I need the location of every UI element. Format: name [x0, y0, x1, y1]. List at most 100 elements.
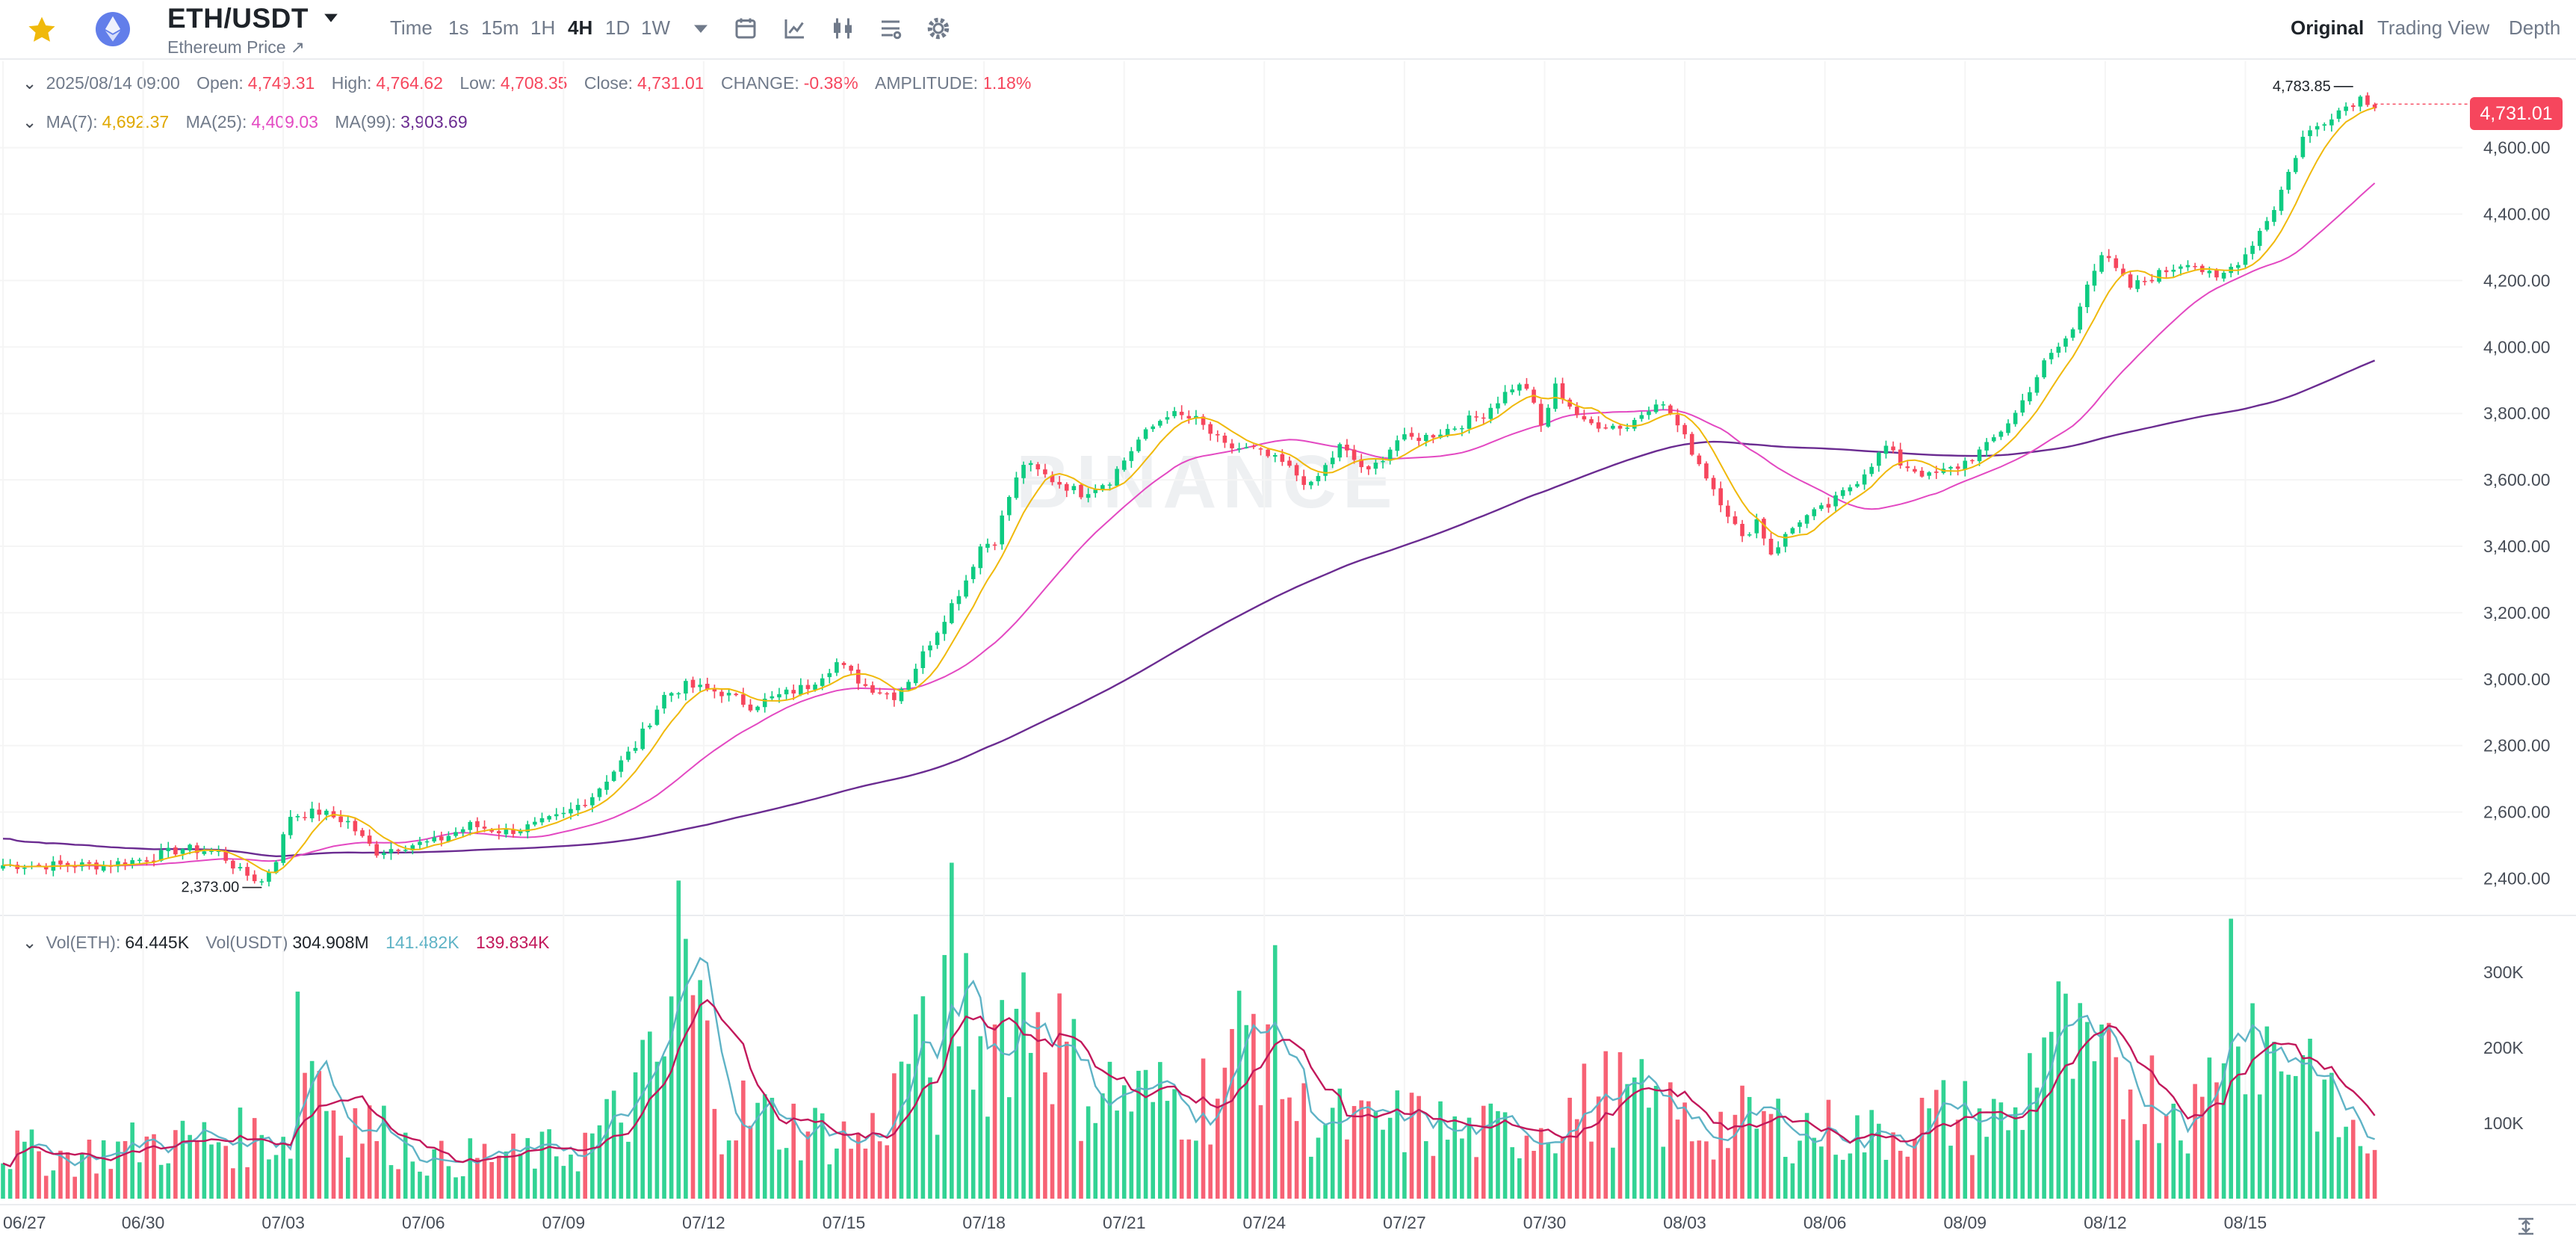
candle — [518, 828, 523, 836]
candle-body — [511, 830, 515, 834]
candle-body — [2308, 130, 2312, 137]
candle — [1043, 463, 1047, 478]
caret-down-icon[interactable] — [323, 9, 339, 25]
volume-bar — [712, 1108, 717, 1199]
collapse-ohlc-icon[interactable]: ⌄ — [22, 73, 37, 93]
candle — [1639, 411, 1644, 422]
volume-bar — [2193, 1084, 2197, 1199]
view-depth[interactable]: Depth — [2509, 16, 2561, 39]
candle — [597, 787, 602, 801]
volume-bar — [619, 1122, 624, 1199]
volume-bar — [1301, 1083, 1307, 1199]
time-tick-label: 07/30 — [1523, 1213, 1567, 1232]
price-tick-label: 2,600.00 — [2483, 803, 2551, 822]
volume-bar — [1905, 1156, 1910, 1199]
volume-bar — [2142, 1124, 2147, 1199]
candle — [1510, 384, 1514, 395]
candle — [920, 645, 926, 674]
volume-bar — [1754, 1128, 1759, 1199]
candle-body — [992, 544, 997, 546]
candle-body — [1697, 455, 1702, 465]
pair-title[interactable]: ETH/USDT — [167, 3, 309, 34]
volume-bar — [1991, 1099, 1996, 1199]
candle — [245, 862, 250, 881]
volume-bar — [1740, 1085, 1744, 1199]
candle-type-icon[interactable] — [829, 15, 856, 42]
pair-subtitle-link[interactable]: Ethereum Price ↗ — [167, 37, 306, 57]
candle-body — [1431, 435, 1436, 438]
candle-body — [1, 865, 5, 869]
collapse-volume-icon[interactable]: ⌄ — [22, 933, 37, 952]
volume-bar — [992, 1024, 997, 1199]
collapse-ma-icon[interactable]: ⌄ — [22, 112, 37, 132]
tf-time[interactable]: Time — [390, 16, 433, 39]
volume-bar — [317, 1071, 322, 1199]
volume-bar — [295, 991, 300, 1199]
tf-1s[interactable]: 1s — [448, 16, 469, 39]
volume-bar — [2221, 1063, 2226, 1199]
volume-bar — [956, 1046, 962, 1199]
candle-body — [1345, 445, 1349, 451]
ma25-value: 4,409.03 — [251, 112, 318, 132]
view-trading-view[interactable]: Trading View — [2377, 16, 2490, 39]
volume-legend: ⌄ Vol(ETH): 64.445K Vol(USDT) 304.908M 141… — [22, 933, 554, 953]
calendar-icon[interactable] — [732, 15, 759, 42]
candle-body — [1064, 484, 1069, 491]
candle-body — [726, 693, 731, 696]
candle-body — [1021, 465, 1026, 478]
candle — [324, 809, 329, 821]
volume-bar — [1280, 1099, 1285, 1199]
candle-body — [1071, 486, 1077, 490]
candle-body — [223, 850, 229, 861]
candle-body — [1244, 447, 1249, 448]
candle-body — [1165, 417, 1170, 420]
tf-15m[interactable]: 15m — [481, 16, 519, 39]
tf-1h[interactable]: 1H — [530, 16, 556, 39]
collapse-panel-icon[interactable] — [2515, 1215, 2537, 1238]
candle — [166, 841, 171, 859]
high-marker-label: 4,783.85 — [2273, 78, 2331, 95]
candlestick-chart[interactable]: 4,600.00 4,400.00 4,200.00 4,000.00 3,800.00… — [0, 61, 2576, 1245]
volume-bar — [877, 1141, 882, 1199]
volume-bar — [309, 1060, 315, 1199]
candle — [906, 679, 911, 691]
volume-bar — [2344, 1126, 2348, 1199]
candle — [2063, 336, 2068, 353]
candle-body — [985, 543, 990, 549]
candle-body — [1970, 460, 1975, 462]
volume-bar — [2114, 1057, 2119, 1199]
indicator-icon[interactable] — [781, 15, 808, 42]
candle — [1877, 451, 1881, 472]
candle-body — [1798, 522, 1802, 527]
tf-4h[interactable]: 4H — [568, 16, 593, 39]
candle — [1143, 427, 1148, 441]
candle-body — [1611, 425, 1615, 429]
candle-body — [1754, 519, 1759, 534]
volume-bar — [978, 1036, 983, 1199]
candle — [158, 843, 164, 862]
candle-body — [877, 692, 882, 694]
candle-body — [295, 815, 300, 818]
view-original[interactable]: Original — [2291, 16, 2365, 39]
volume-bar — [1330, 1107, 1335, 1199]
candle — [583, 799, 588, 808]
candle — [1905, 461, 1910, 472]
candle — [331, 806, 336, 819]
candle-body — [533, 821, 537, 825]
candle — [1165, 411, 1170, 424]
volume-bar — [116, 1141, 120, 1199]
more-caret-icon[interactable] — [687, 15, 714, 42]
tf-1w[interactable]: 1W — [641, 16, 670, 39]
layout-icon[interactable] — [877, 15, 904, 42]
tf-1d[interactable]: 1D — [605, 16, 631, 39]
candle-body — [1323, 465, 1328, 476]
candle — [1804, 513, 1809, 528]
candle-body — [2344, 106, 2348, 111]
star-icon[interactable] — [22, 13, 61, 46]
volume-bar — [2329, 1072, 2334, 1199]
candle-body — [309, 809, 315, 819]
volume-bar — [1064, 1041, 1069, 1199]
volume-bar — [1258, 1105, 1263, 1199]
candle-body — [1387, 449, 1393, 461]
settings-icon[interactable] — [925, 15, 952, 42]
